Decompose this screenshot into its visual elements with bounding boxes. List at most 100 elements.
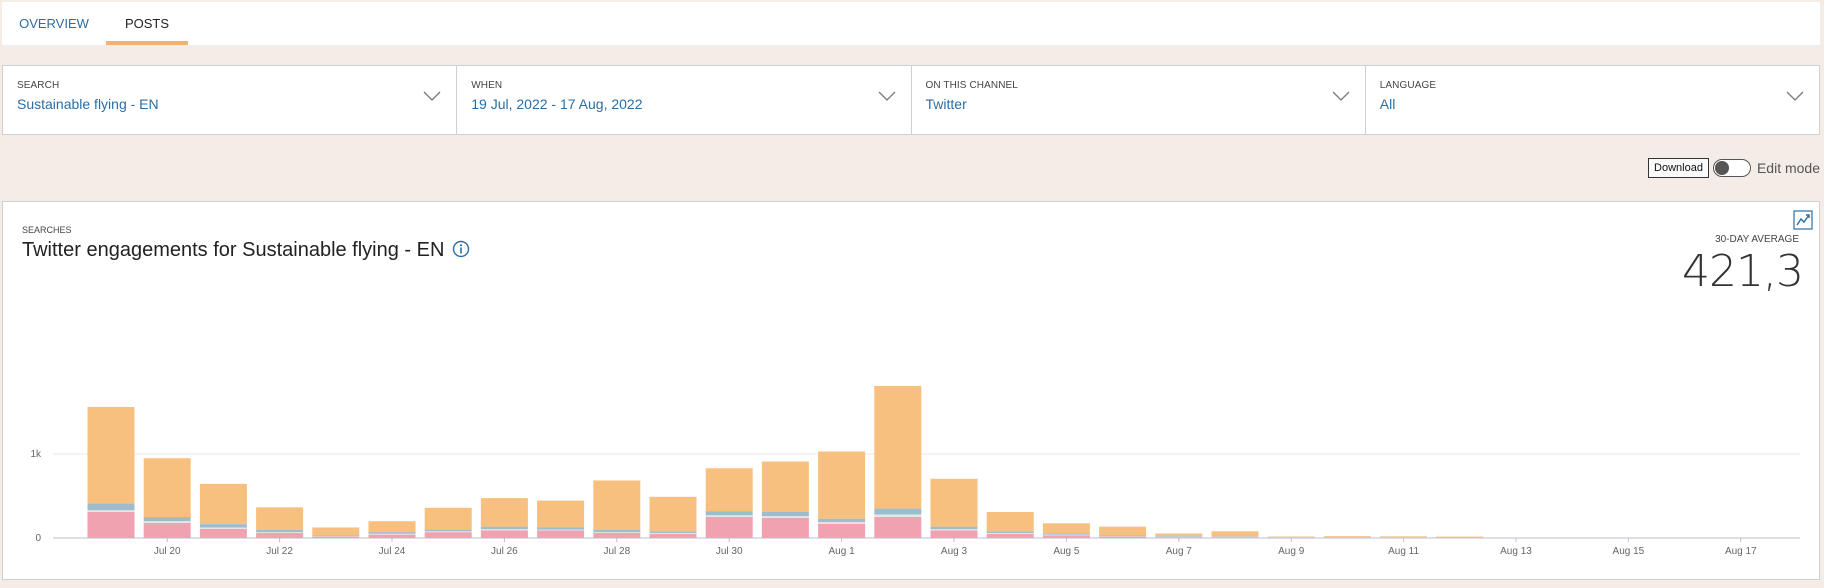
x-tick-label: Aug 7 [1166, 546, 1193, 557]
bar-segment [1267, 536, 1315, 538]
bar-segment [649, 531, 697, 533]
bar-segment [143, 517, 191, 522]
x-tick-label: Jul 26 [491, 546, 518, 557]
bar-segment [930, 526, 978, 530]
chevron-down-icon[interactable] [877, 90, 897, 102]
bar-segment [1267, 536, 1315, 537]
bar-segment [705, 511, 753, 516]
bar-segment [480, 498, 528, 527]
bar-segment [1155, 537, 1203, 538]
bar-segment [1436, 536, 1484, 538]
bar-segment [1267, 537, 1315, 538]
download-button[interactable]: Download [1648, 158, 1709, 178]
bar-segment [480, 530, 528, 538]
bar-segment [818, 523, 866, 538]
bar-segment [537, 529, 585, 531]
when-filter[interactable]: WHEN 19 Jul, 2022 - 17 Aug, 2022 [457, 66, 912, 134]
bar-segment [705, 468, 753, 512]
bar-segment [312, 535, 360, 537]
bar-segment [930, 478, 978, 527]
bar-segment [761, 461, 809, 512]
x-tick-label: Aug 11 [1388, 546, 1419, 557]
bar-segment [761, 517, 809, 538]
bar-segment [1042, 523, 1090, 534]
bar-segment [368, 534, 416, 538]
bar-segment [705, 515, 753, 517]
engagements-chart: 0 1k Jul 20 Jul 22 Jul 24 Jul 26 Jul 28 Jul 30 A… [30, 385, 1800, 557]
channel-filter-label: ON THIS CHANNEL [925, 80, 1018, 91]
bar-segment [1323, 536, 1371, 538]
bar-segment [1380, 537, 1428, 539]
bar-segment [761, 511, 809, 517]
bar-segment [1155, 536, 1203, 538]
bar-segment [761, 516, 809, 518]
bar-segment [87, 510, 135, 512]
card-title-row: Twitter engagements for Sustainable flyi… [22, 239, 470, 262]
search-filter-label: SEARCH [17, 80, 60, 91]
bar-segment [480, 529, 528, 531]
bar-segment [874, 508, 922, 515]
bar-segment [368, 532, 416, 534]
bar-segment [537, 527, 585, 530]
bar-segment [593, 530, 641, 533]
bar-segment [424, 507, 472, 530]
bar-segment [199, 524, 247, 528]
bar-segment [593, 532, 641, 533]
bar-segment [593, 480, 641, 531]
toolbar: Download Edit mode [1648, 157, 1820, 179]
bar-segment [256, 530, 304, 533]
bar-segment [649, 532, 697, 534]
bar-segment [1155, 533, 1203, 537]
bar-segment [930, 529, 978, 531]
bar-segment [1042, 534, 1090, 536]
search-filter-value: Sustainable flying - EN [17, 96, 159, 112]
when-filter-label: WHEN [471, 80, 503, 91]
tab-overview[interactable]: OVERVIEW [19, 16, 89, 31]
bar-segment [818, 451, 866, 519]
bar-segment [143, 458, 191, 517]
x-tick-label: Aug 13 [1500, 546, 1532, 557]
channel-filter[interactable]: ON THIS CHANNEL Twitter [912, 66, 1366, 134]
edit-mode-toggle[interactable] [1712, 159, 1751, 177]
y-tick-label: 0 [35, 533, 41, 544]
bar-segment [1380, 537, 1428, 538]
language-filter[interactable]: LANGUAGE All [1366, 66, 1819, 134]
bar-segment [199, 528, 247, 538]
bar-segment [1155, 536, 1203, 537]
toggle-knob [1714, 161, 1729, 175]
bar-segment [256, 507, 304, 531]
bar-segment [818, 522, 866, 524]
chevron-down-icon[interactable] [1785, 90, 1805, 102]
bar-segment [256, 532, 304, 538]
bar-segment [874, 514, 922, 517]
engagements-card: 0 1k Jul 20 Jul 22 Jul 24 Jul 26 Jul 28 Jul 30 A… [2, 201, 1820, 580]
bar-segment [424, 532, 472, 538]
bar-segment [649, 496, 697, 532]
x-tick-label: Jul 30 [716, 546, 743, 557]
chevron-down-icon[interactable] [1331, 90, 1351, 102]
bar-segment [424, 529, 472, 532]
bar-segment [312, 527, 360, 536]
language-filter-label: LANGUAGE [1379, 80, 1437, 91]
chevron-down-icon[interactable] [422, 90, 442, 102]
avg-value: 421,3 [1682, 246, 1804, 297]
bar-segment [930, 530, 978, 538]
bar-segment [1211, 531, 1259, 537]
info-icon[interactable] [452, 240, 470, 258]
bar-segment [1099, 535, 1147, 536]
bar-segment [143, 521, 191, 523]
bar-segment [424, 531, 472, 533]
tab-posts[interactable]: POSTS [106, 2, 188, 45]
x-tick-label: Aug 5 [1053, 546, 1080, 557]
bar-segment [986, 533, 1034, 538]
bar-segment [1211, 536, 1259, 537]
card-kicker: SEARCHES [22, 225, 72, 235]
search-filter[interactable]: SEARCH Sustainable flying - EN [3, 66, 458, 134]
trend-chart-icon[interactable] [1793, 210, 1813, 230]
bar-segment [1267, 537, 1315, 539]
bar-segment [1380, 536, 1428, 538]
bar-segment [480, 526, 528, 530]
filter-bar: SEARCH Sustainable flying - EN WHEN 19 J… [2, 65, 1820, 135]
bar-segment [1323, 537, 1371, 538]
bar-segment [312, 535, 360, 536]
